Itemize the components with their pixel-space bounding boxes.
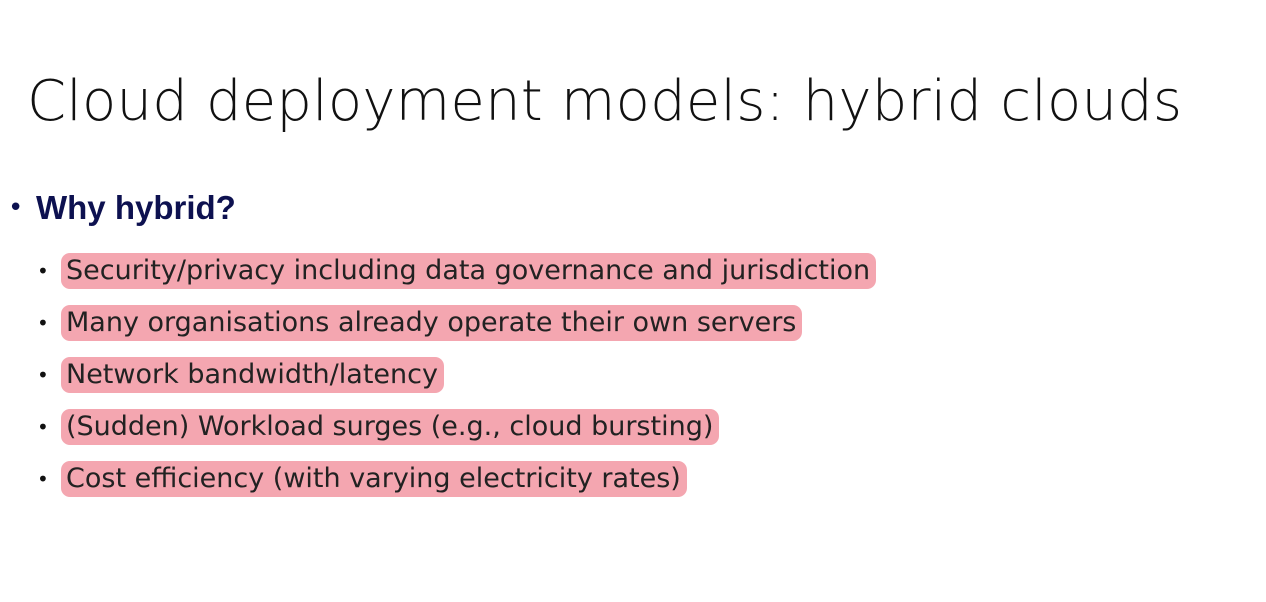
bullet-why-hybrid: • Why hybrid?	[8, 188, 236, 228]
reasons-list: • Security/privacy including data govern…	[37, 245, 877, 505]
highlighted-text: Cost efficiency (with varying electricit…	[61, 461, 687, 497]
highlighted-text: (Sudden) Workload surges (e.g., cloud bu…	[61, 409, 720, 445]
bullet-dot-icon: •	[37, 467, 49, 491]
list-item: • Network bandwidth/latency	[37, 349, 876, 401]
list-item: • Cost efficiency (with varying electric…	[37, 453, 876, 505]
highlighted-text: Many organisations already operate their…	[61, 305, 803, 341]
bullet-dot-icon: •	[37, 363, 49, 387]
list-item: • (Sudden) Workload surges (e.g., cloud …	[37, 401, 876, 453]
section-heading: Why hybrid?	[36, 189, 236, 226]
highlighted-text: Security/privacy including data governan…	[61, 253, 877, 289]
bullet-dot-icon: •	[8, 193, 24, 223]
slide-title: Cloud deployment models: hybrid clouds	[27, 69, 1183, 134]
list-item: • Many organisations already operate the…	[37, 297, 876, 349]
highlighted-text: Network bandwidth/latency	[61, 357, 444, 393]
bullet-dot-icon: •	[37, 259, 49, 283]
bullet-dot-icon: •	[37, 415, 49, 439]
bullet-dot-icon: •	[37, 311, 49, 335]
list-item: • Security/privacy including data govern…	[37, 245, 877, 297]
